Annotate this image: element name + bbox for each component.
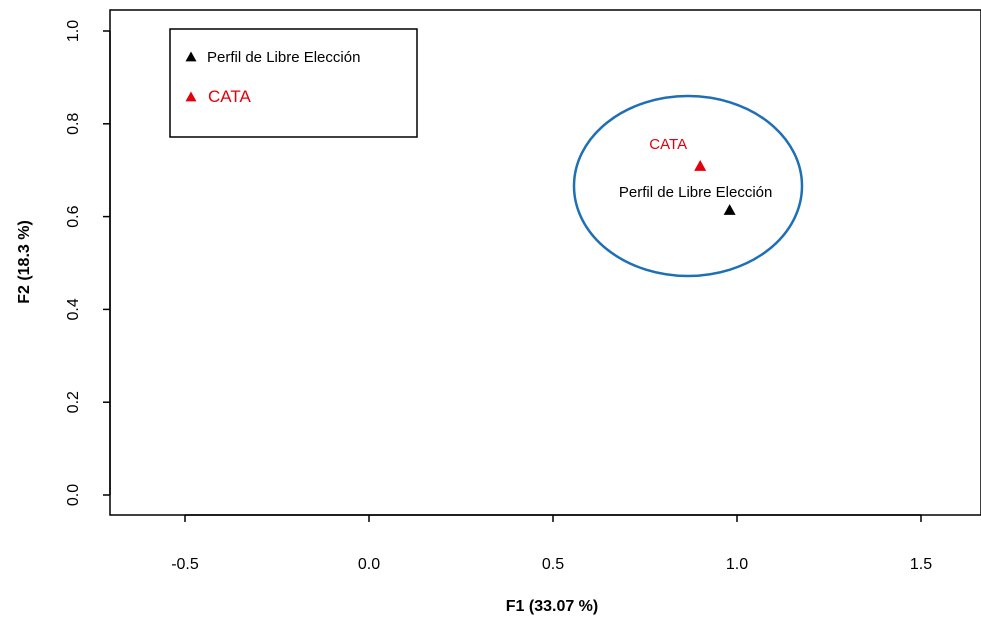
legend-box (169, 28, 418, 138)
x-tick-label: 0.5 (542, 556, 564, 573)
legend-marker (185, 91, 197, 102)
y-axis-title: F2 (18.3 %) (16, 220, 33, 304)
legend: Perfil de Libre Elección CATA (169, 28, 418, 138)
point-label: CATA (649, 136, 687, 153)
y-tick-label: 1.0 (65, 20, 82, 42)
point-cata (694, 160, 707, 171)
legend-marker (185, 51, 197, 62)
y-axis: 0.0 0.2 0.4 0.6 0.8 1.0 (65, 20, 111, 506)
y-tick-label: 0.6 (65, 205, 82, 227)
x-tick-label: -0.5 (171, 556, 199, 573)
x-tick-label: 1.0 (726, 556, 748, 573)
y-tick-label: 0.0 (65, 484, 82, 506)
point-label: Perfil de Libre Elección (619, 184, 772, 201)
y-tick-label: 0.4 (65, 298, 82, 320)
x-tick-label: 1.5 (910, 556, 932, 573)
point-perfil-libre-eleccion (723, 204, 736, 215)
legend-label: CATA (208, 87, 251, 106)
x-axis: -0.5 0.0 0.5 1.0 1.5 (171, 514, 932, 573)
y-tick-label: 0.2 (65, 391, 82, 413)
y-tick-label: 0.8 (65, 113, 82, 135)
highlight-ellipse (572, 94, 804, 278)
data-points: Perfil de Libre Elección CATA (619, 136, 772, 215)
x-axis-title: F1 (33.07 %) (506, 598, 598, 615)
x-tick-label: 0.0 (358, 556, 380, 573)
legend-label: Perfil de Libre Elección (207, 49, 360, 66)
